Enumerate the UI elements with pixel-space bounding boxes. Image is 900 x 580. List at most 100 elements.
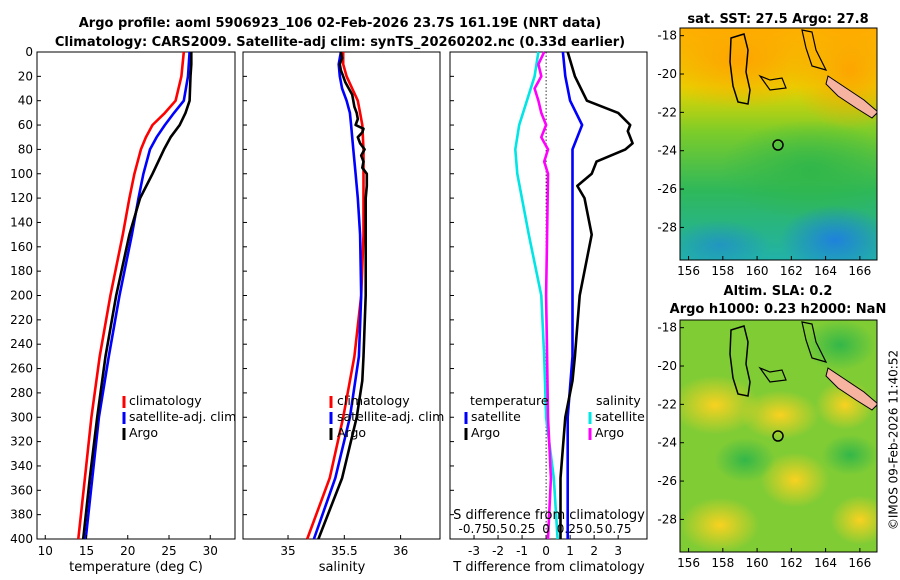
series-line-t-argo [559,51,634,539]
lat-tick-label: -20 [657,67,677,81]
legend-climatology: climatology [337,393,410,408]
difference-lines [513,51,634,540]
x-tick-label: 2 [590,544,598,558]
depth-axis: 0 20 40 60 80 100 120 140 160 180 200 220 240 260 280 3… [10,45,33,546]
lon-tick-label: 156 [677,556,700,570]
depth-tick-label: 220 [10,313,33,327]
temperature-panel [36,51,236,540]
legend-argo: Argo [337,425,366,440]
depth-tick-label: 260 [10,362,33,376]
sst-map [680,28,877,260]
depth-tick-label: 0 [25,45,33,59]
x-tick-label: 1 [566,544,574,558]
lat-tick-label: -20 [657,359,677,373]
series-line-s-argo [533,51,553,540]
legend-satellite-adj: satellite-adj. clim [337,409,444,424]
temperature-legend: climatology satellite-adj. clim Argo [122,393,236,440]
depth-tick-label: 200 [10,289,33,303]
sla-map-title-line2: Argo h1000: 0.23 h2000: NaN [670,302,887,317]
profile-location-marker [772,139,784,151]
coastline [729,33,751,105]
depth-tick-label: 240 [10,337,33,351]
sst-cool-patch [680,220,770,260]
lat-tick-label: -28 [657,512,677,526]
sla-lon-ticks: 156 158 160 162 164 166 [677,548,871,570]
new-caledonia [825,75,877,119]
legend-t-satellite: satellite [471,409,521,424]
lon-tick-label: 164 [814,556,837,570]
x-tick-label: -3 [468,544,480,558]
sla-high-patch [680,497,760,552]
watermark: ©IMOS 09-Feb-2026 11:40:52 [887,350,900,530]
lon-tick-label: 162 [780,264,803,278]
coastline [801,29,828,71]
series-line-climatology [77,51,186,540]
salinity-panel [242,51,441,540]
sla-lat-ticks: -18 -20 -22 -24 -26 -28 [657,321,684,526]
x-tick-label-top: 0.25 [509,522,536,536]
x-tick-label: 0 [542,544,550,558]
sst-warm-patch [680,28,830,110]
depth-tick-label: 100 [10,167,33,181]
sla-low-patch [805,320,875,370]
title-line1: Argo profile: aoml 5906923_106 02-Feb-20… [79,16,601,31]
lon-tick-label: 166 [848,556,871,570]
sla-map [680,320,877,552]
lon-tick-label: 166 [848,264,871,278]
depth-tick-label: 340 [10,459,33,473]
sdiff-xticks: -0.750.5 0.25 0 0.25 0.5 0.75 [458,522,631,536]
x-tick-label-top: 0.5 [489,522,508,536]
lon-tick-label: 160 [746,556,769,570]
depth-tick-label: 180 [10,264,33,278]
lat-tick-label: -18 [657,29,677,43]
sla-high-patch [760,452,830,508]
title-line2: Climatology: CARS2009. Satellite-adj cli… [55,35,625,50]
coastline [729,325,751,397]
x-tick-label-top: 0.5 [585,522,604,536]
depth-tick-label: 400 [10,532,33,546]
x-tick-label: 10 [38,544,53,558]
sst-map-title: sat. SST: 27.5 Argo: 27.8 [687,12,868,27]
x-tick-label: 25 [161,544,176,558]
depth-tick-label: 80 [18,142,33,156]
legend-salinity-heading: salinity [596,393,641,408]
sla-low-patch [715,438,775,482]
depth-tick-label: 360 [10,483,33,497]
sla-high-patch [830,495,877,545]
salinity-xlabel: salinity [319,560,366,575]
x-tick-label: 15 [79,544,94,558]
x-tick-label-top: 0 [542,522,550,536]
legend-argo: Argo [129,425,158,440]
legend-temperature-heading: temperature [470,393,549,408]
x-tick-label: -1 [516,544,528,558]
lon-tick-label: 164 [814,264,837,278]
lon-tick-label: 156 [677,264,700,278]
sla-high-patch [740,390,820,440]
lon-tick-label: 158 [711,556,734,570]
series-line-satellite-adj-clim [312,51,363,540]
sla-map-title-line1: Altim. SLA: 0.2 [724,284,833,299]
difference-legend: temperature salinity satellite Argo sate… [464,393,645,440]
depth-tick-label: 140 [10,215,33,229]
lon-tick-label: 158 [711,264,734,278]
depth-tick-label: 160 [10,240,33,254]
x-tick-label: 20 [120,544,135,558]
x-tick-label: 35 [280,544,295,558]
legend-satellite-adj: satellite-adj. clim [129,409,236,424]
series-line-argo [317,51,369,540]
lat-tick-label: -24 [657,436,677,450]
lat-tick-label: -18 [657,321,677,335]
tick-marks [37,51,619,540]
tdiff-xticks: -3 -2 -1 0 1 2 3 [468,544,622,558]
lat-tick-label: -22 [657,105,677,119]
x-tick-label: 3 [614,544,622,558]
x-tick-label: 36 [393,544,408,558]
sla-high-patch [680,375,760,435]
depth-tick-label: 300 [10,410,33,424]
series-line-satellite-adj-clim [84,51,191,540]
coastline [758,366,787,383]
temperature-xticks: 10 15 20 25 30 [38,544,218,558]
depth-tick-label: 60 [18,118,33,132]
new-caledonia [825,367,877,411]
